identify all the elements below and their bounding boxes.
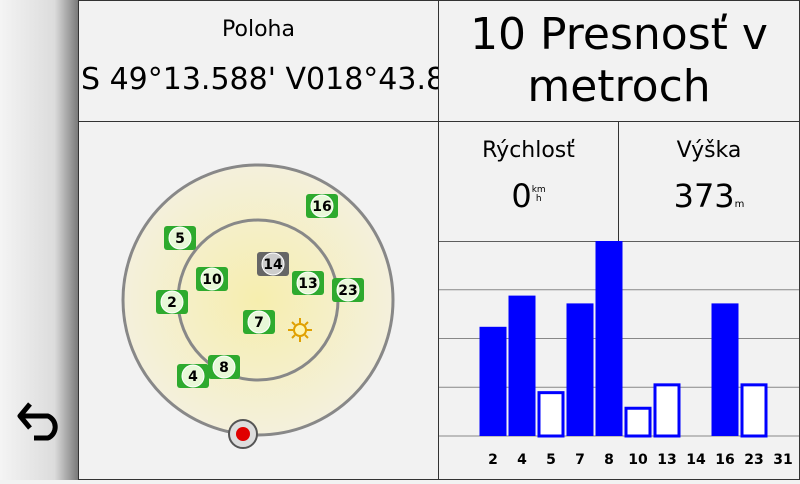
position-panel: Poloha S 49°13.588' V018°43.8 [78, 0, 439, 122]
satellite-disc [181, 364, 205, 388]
satellite: 14 [257, 252, 289, 276]
x-tick-label: 2 [488, 452, 498, 468]
elevation-value: 373 [673, 177, 735, 215]
x-tick-label: 14 [686, 452, 706, 468]
x-tick-label: 4 [517, 452, 527, 468]
satellite-label: 13 [298, 276, 317, 292]
x-tick-label: 5 [546, 452, 556, 468]
x-tick-label: 13 [657, 452, 676, 468]
speed-value: 0 [511, 177, 532, 215]
location-marker [228, 419, 258, 449]
bar [566, 303, 594, 436]
satellite: 16 [306, 194, 338, 218]
bar [624, 406, 652, 438]
satellite-disc [160, 290, 184, 314]
satellite: 23 [332, 278, 364, 302]
satellite-label: 2 [167, 295, 177, 311]
satellite-disc [261, 252, 285, 276]
bar [653, 383, 681, 438]
bar [595, 241, 623, 436]
accuracy-text: 10 Presnosť v metroch [470, 9, 768, 112]
speed-label: Rýchlosť [482, 138, 575, 163]
satellite-disc [336, 278, 360, 302]
satellite-disc [168, 226, 192, 250]
satellite-label: 14 [263, 257, 283, 273]
back-button[interactable] [0, 0, 78, 480]
x-tick-label: 10 [628, 452, 648, 468]
satellite-disc [212, 355, 236, 379]
signal-chart: 2 4 5 7 8 10 13 14 16 23 31 [438, 241, 800, 480]
satellite-label: 8 [219, 360, 229, 376]
satellite-disc [310, 194, 334, 218]
bar [711, 303, 739, 436]
satellite-label: 4 [188, 369, 198, 385]
satellite: 2 [156, 290, 188, 314]
position-label: Poloha [222, 17, 295, 42]
satellite: 4 [177, 364, 209, 388]
sky-view: 5 16 10 14 13 23 2 7 4 8 [78, 121, 439, 480]
accuracy-panel: 10 Presnosť v metroch [438, 0, 800, 122]
speed-unit: km [531, 185, 546, 195]
satellite: 8 [208, 355, 240, 379]
bar [740, 383, 768, 438]
satellite-label: 10 [202, 272, 222, 288]
satellite-label: 23 [338, 283, 357, 299]
satellite: 13 [292, 271, 324, 295]
satellite-label: 16 [312, 199, 331, 215]
sun [288, 318, 312, 342]
satellite-label: 5 [175, 231, 185, 247]
satellite-disc [200, 267, 224, 291]
speed-panel: Rýchlosť 0km h [438, 121, 619, 242]
x-tick-label: 16 [715, 452, 734, 468]
satellite: 7 [243, 310, 275, 334]
satellite-disc [247, 310, 271, 334]
satellite: 10 [196, 267, 228, 291]
x-tick-label: 31 [773, 452, 792, 468]
position-value: S 49°13.588' V018°43.8 [81, 62, 439, 97]
elevation-panel: Výška 373m [618, 121, 800, 242]
elevation-unit: m [734, 199, 745, 210]
bar [508, 295, 536, 436]
satellite-disc [296, 271, 320, 295]
speed-unit: h [535, 194, 542, 204]
bar [479, 326, 507, 436]
x-tick-label: 8 [604, 452, 614, 468]
satellite: 5 [164, 226, 196, 250]
x-tick-label: 23 [744, 452, 763, 468]
sidebar [0, 0, 78, 480]
x-tick-label: 7 [575, 452, 585, 468]
elevation-label: Výška [676, 138, 742, 163]
bar [537, 391, 565, 438]
satellite-label: 7 [254, 315, 264, 331]
